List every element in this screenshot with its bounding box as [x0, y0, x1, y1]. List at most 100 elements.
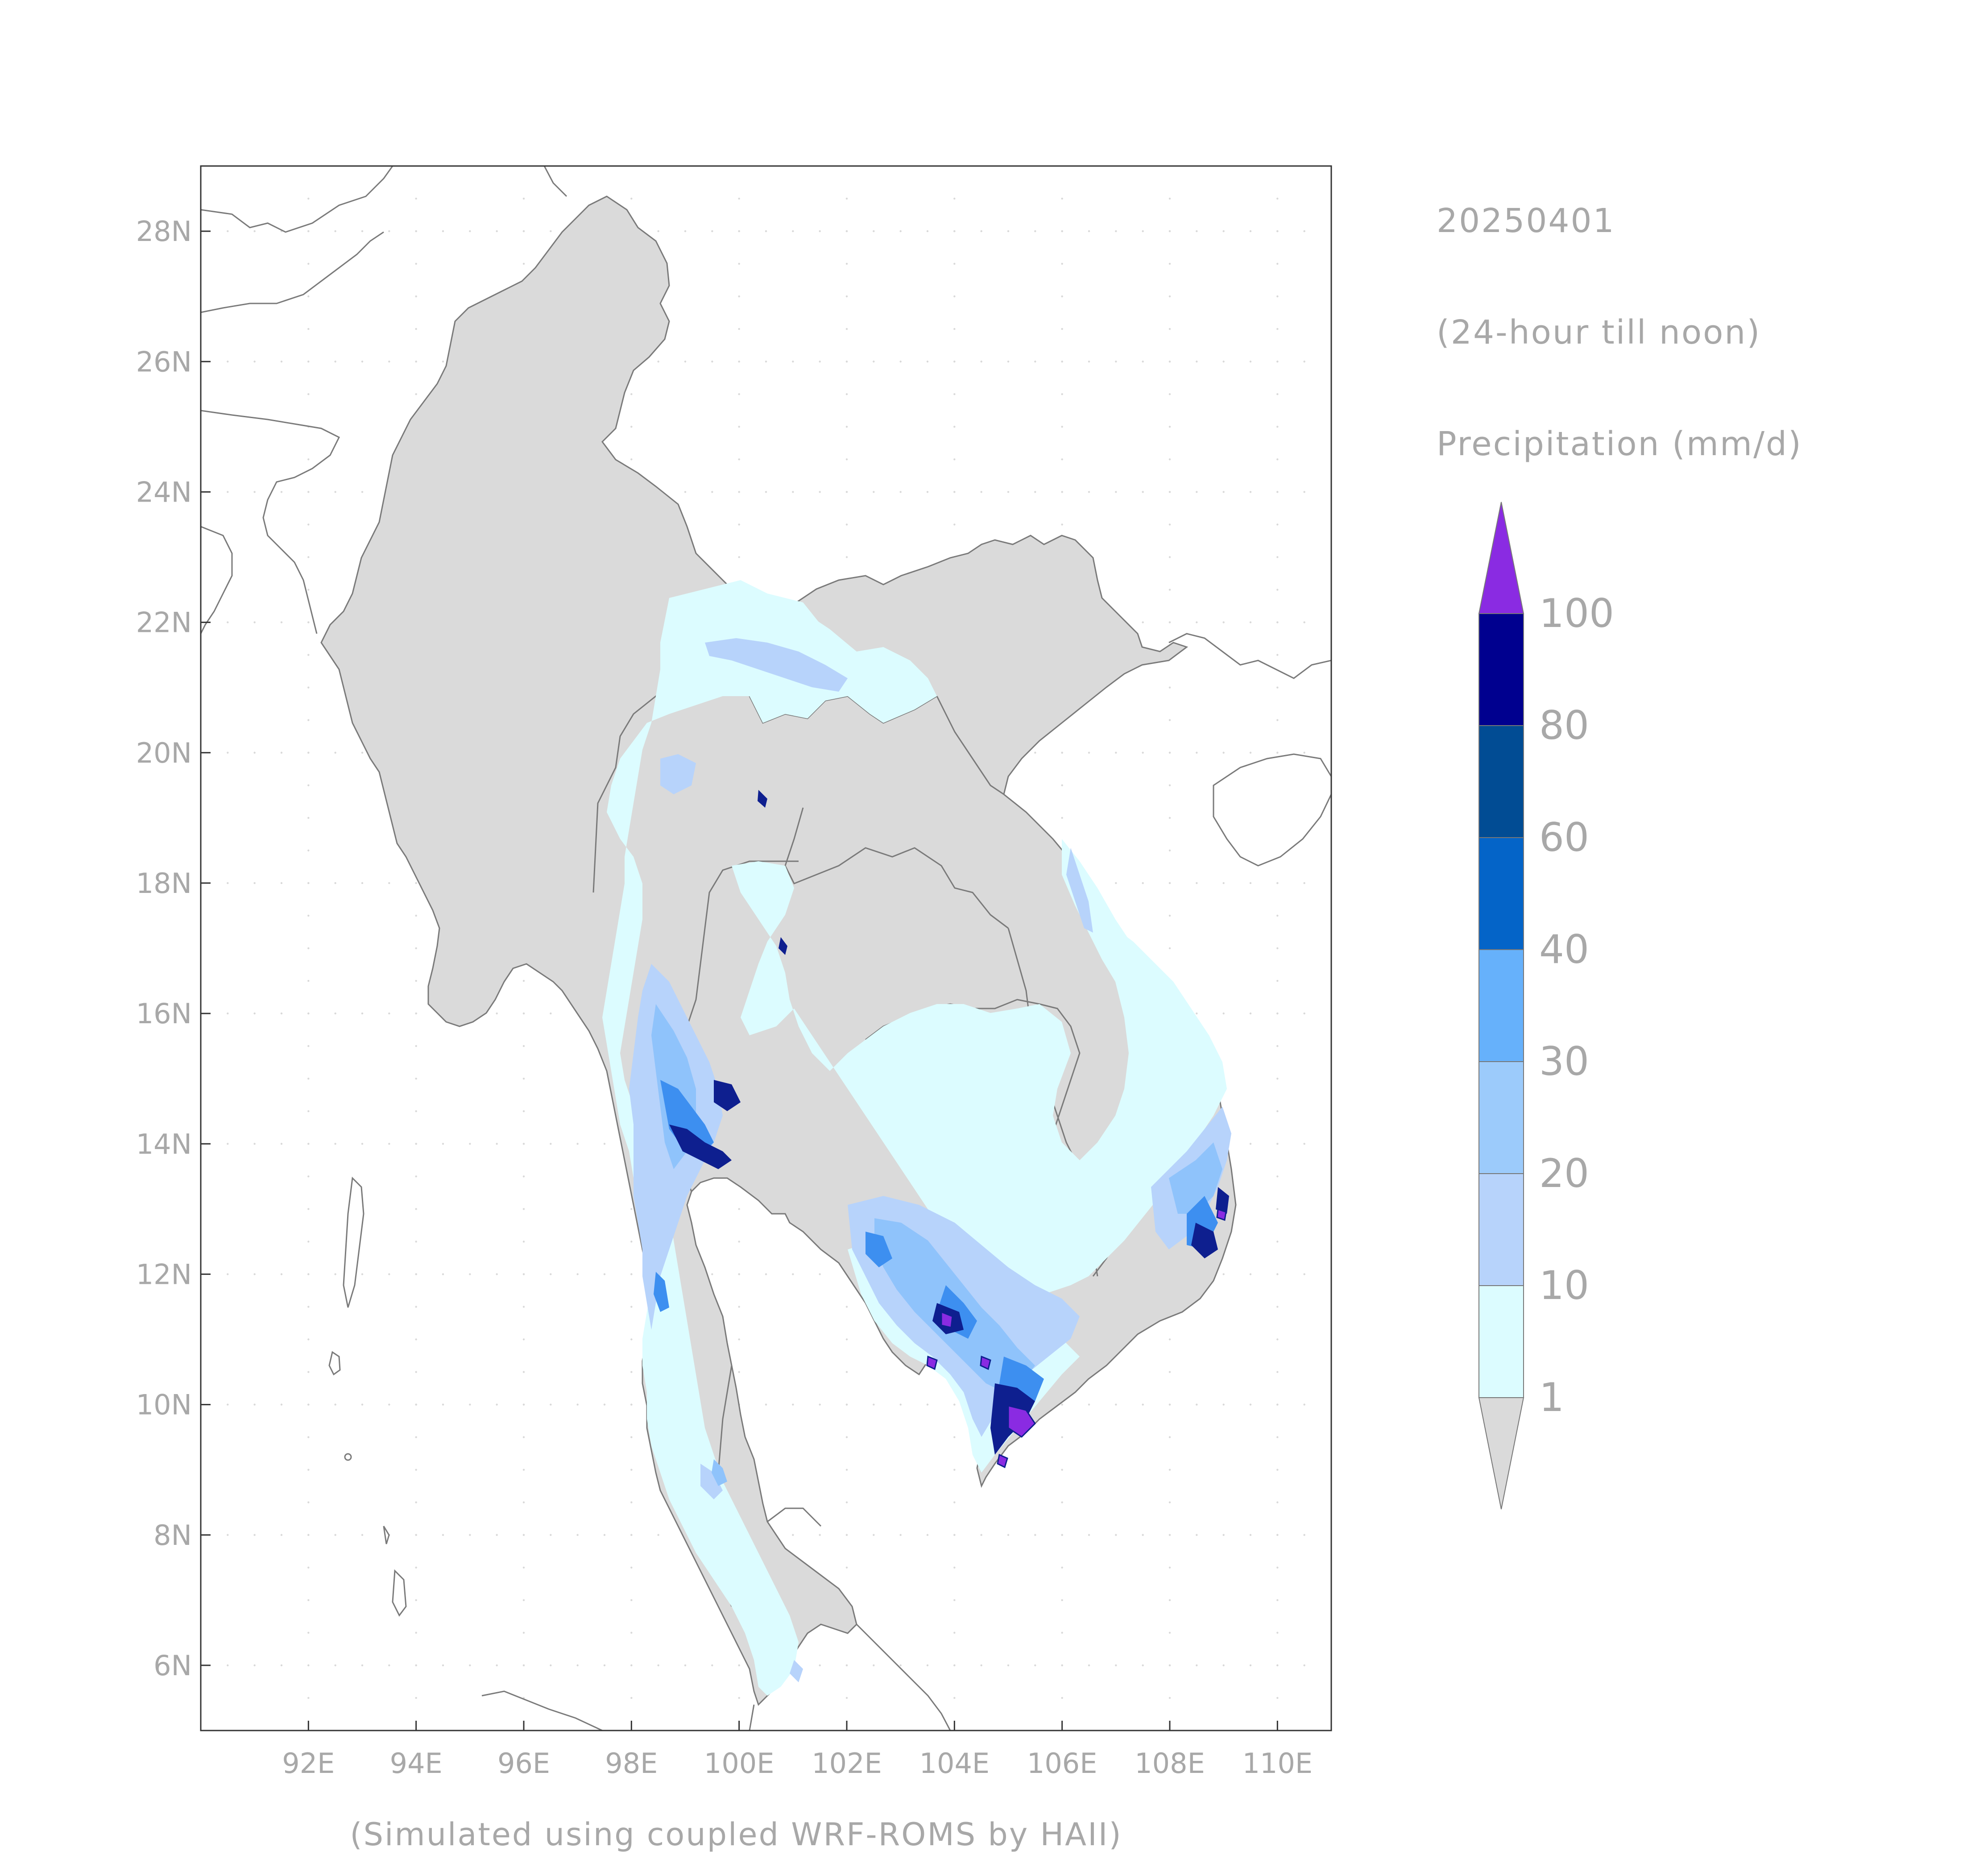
lat-tick-label: 8N — [153, 1519, 192, 1552]
grid-dot — [980, 1534, 982, 1536]
grid-dot — [280, 1534, 283, 1536]
grid-dot — [415, 1501, 417, 1503]
grid-dot — [1303, 1664, 1305, 1667]
grid-dot — [415, 1273, 417, 1275]
grid-dot — [738, 1241, 740, 1243]
grid-dot — [630, 1534, 633, 1536]
grid-dot — [496, 1664, 498, 1667]
grid-dot — [388, 230, 390, 232]
grid-dot — [873, 1664, 875, 1667]
grid-dot — [253, 751, 256, 754]
andaman-islands — [328, 1176, 407, 1617]
grid-dot — [1168, 589, 1171, 591]
lat-tick-label: 18N — [136, 867, 192, 900]
grid-dot — [227, 1534, 229, 1536]
grid-dot — [227, 1273, 229, 1275]
grid-dot — [415, 1664, 417, 1667]
grid-dot — [307, 914, 310, 917]
grid-dot — [1168, 1469, 1171, 1471]
grid-dot — [415, 1175, 417, 1178]
grid-dot — [926, 361, 929, 363]
grid-dot — [415, 1077, 417, 1080]
grid-dot — [1142, 491, 1144, 493]
grid-dot — [522, 1208, 525, 1210]
grid-dot — [1222, 1273, 1225, 1275]
grid-dot — [1168, 361, 1171, 363]
grid-dot — [711, 1273, 713, 1275]
grid-dot — [819, 1273, 821, 1275]
grid-dot — [1061, 197, 1063, 200]
grid-dot — [926, 1664, 929, 1667]
grid-dot — [334, 882, 336, 884]
grid-dot — [307, 1012, 310, 1015]
grid-dot — [953, 523, 956, 526]
grid-dot — [227, 1403, 229, 1406]
grid-dot — [1249, 1012, 1252, 1015]
grid-dot — [253, 1273, 256, 1275]
grid-dot — [738, 393, 740, 395]
grid-dot — [845, 1371, 848, 1373]
grid-dot — [334, 1012, 336, 1015]
grid-dot — [469, 1534, 471, 1536]
grid-dot — [1222, 1534, 1225, 1536]
colorbar-over-arrow — [1478, 502, 1524, 614]
grid-dot — [1303, 1273, 1305, 1275]
grid-dot — [1168, 914, 1171, 917]
grid-dot — [1196, 361, 1198, 363]
grid-dot — [953, 426, 956, 428]
grid-dot — [1061, 230, 1063, 232]
grid-dot — [307, 1566, 310, 1569]
grid-dot — [1168, 1371, 1171, 1373]
grid-dot — [307, 230, 310, 232]
grid-dot — [1276, 882, 1279, 884]
grid-dot — [1142, 882, 1144, 884]
grid-dot — [307, 1697, 310, 1699]
grid-dot — [415, 393, 417, 395]
grid-dot — [307, 1436, 310, 1438]
grid-dot — [496, 1273, 498, 1275]
grid-dot — [630, 1469, 633, 1471]
grid-dot — [953, 295, 956, 298]
grid-dot — [980, 230, 982, 232]
colorbar: 100 80 60 40 30 20 10 1 — [1478, 502, 1614, 1510]
colorbar-level-label: 100 — [1539, 590, 1614, 636]
grid-dot — [953, 458, 956, 461]
grid-dot — [953, 1436, 956, 1438]
lon-tick-label: 98E — [605, 1747, 658, 1780]
grid-dot — [765, 1273, 767, 1275]
grid-dot — [1007, 361, 1010, 363]
grid-dot — [469, 1664, 471, 1667]
grid-dot — [1061, 1403, 1063, 1406]
grid-dot — [361, 361, 364, 363]
grid-dot — [280, 1664, 283, 1667]
grid-dot — [1276, 491, 1279, 493]
grid-dot — [845, 262, 848, 265]
grid-dot — [1276, 686, 1279, 689]
grid-dot — [630, 1436, 633, 1438]
grid-dot — [738, 491, 740, 493]
grid-dot — [1168, 1599, 1171, 1602]
grid-dot — [630, 1599, 633, 1602]
map-frame — [200, 165, 1332, 1731]
grid-dot — [307, 197, 310, 200]
grid-dot — [738, 426, 740, 428]
grid-dot — [361, 882, 364, 884]
grid-dot — [792, 1534, 794, 1536]
grid-dot — [953, 1469, 956, 1471]
grid-dot — [738, 1697, 740, 1699]
colorbar-level-label: 80 — [1539, 702, 1589, 748]
grid-dot — [307, 751, 310, 754]
grid-dot — [1007, 1534, 1010, 1536]
grid-dot — [522, 1566, 525, 1569]
grid-dot — [415, 914, 417, 917]
grid-dot — [657, 1534, 659, 1536]
grid-dot — [442, 1403, 444, 1406]
grid-dot — [953, 1501, 956, 1503]
grid-dot — [253, 230, 256, 232]
grid-dot — [1249, 361, 1252, 363]
grid-dot — [1276, 1697, 1279, 1699]
grid-dot — [1168, 817, 1171, 819]
grid-dot — [1168, 523, 1171, 526]
grid-dot — [899, 230, 902, 232]
grid-dot — [738, 295, 740, 298]
